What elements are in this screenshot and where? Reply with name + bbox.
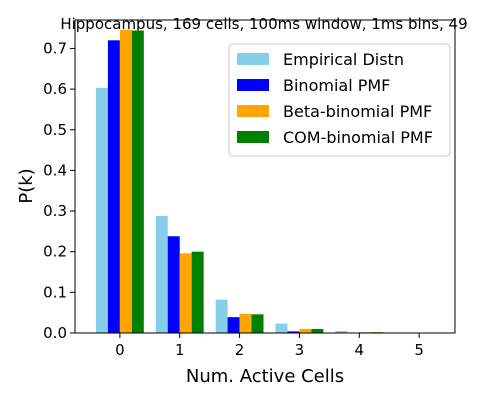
bar-empirical-distn-3 xyxy=(275,323,288,333)
legend-frame xyxy=(228,43,451,157)
y-tick-label: 0.1 xyxy=(43,283,67,301)
y-tick-label: 0.7 xyxy=(43,39,67,57)
x-tick-label: 4 xyxy=(354,341,364,359)
bar-binomial-pmf-3 xyxy=(287,331,300,333)
legend-label: Binomial PMF xyxy=(283,76,390,95)
bar-binomial-pmf-0 xyxy=(107,40,120,333)
y-tick-label: 0.6 xyxy=(43,80,67,98)
x-tick-label: 1 xyxy=(175,341,185,359)
bar-com-binomial-pmf-3 xyxy=(311,328,324,333)
bars-group xyxy=(95,29,444,334)
bar-binomial-pmf-1 xyxy=(167,236,180,333)
bar-com-binomial-pmf-1 xyxy=(191,251,204,333)
y-tick-label: 0.3 xyxy=(43,202,67,220)
y-tick-label: 0.0 xyxy=(43,324,67,342)
bar-empirical-distn-0 xyxy=(95,87,108,333)
legend-swatch xyxy=(237,79,269,91)
x-axis: 0 1 2 3 4 5 xyxy=(115,333,424,359)
legend-label: Beta-binomial PMF xyxy=(283,102,432,121)
bar-beta-binomial-pmf-0 xyxy=(119,29,132,333)
bar-empirical-distn-4 xyxy=(335,330,348,333)
bar-beta-binomial-pmf-1 xyxy=(179,253,192,333)
x-tick-label: 3 xyxy=(295,341,305,359)
bar-empirical-distn-2 xyxy=(215,299,228,333)
legend-items: Empirical Distn Binomial PMF Beta-binomial… xyxy=(237,50,433,147)
legend-label: Empirical Distn xyxy=(283,50,404,69)
x-tick-label: 2 xyxy=(235,341,245,359)
y-tick-label: 0.5 xyxy=(43,121,67,139)
bar-binomial-pmf-2 xyxy=(227,317,240,333)
y-tick-label: 0.4 xyxy=(43,161,67,179)
plot-frame xyxy=(74,19,456,334)
legend-swatch xyxy=(237,105,269,117)
legend-swatch xyxy=(237,131,269,143)
bar-com-binomial-pmf-2 xyxy=(251,314,264,333)
legend: Empirical Distn Binomial PMF Beta-binomial… xyxy=(228,43,451,157)
bar-empirical-distn-1 xyxy=(155,215,168,333)
x-tick-label: 0 xyxy=(115,341,125,359)
x-tick-label: 5 xyxy=(414,341,424,359)
x-axis-label: Num. Active Cells xyxy=(186,366,344,387)
bar-beta-binomial-pmf-3 xyxy=(299,328,312,333)
bar-beta-binomial-pmf-2 xyxy=(239,313,252,333)
y-tick-label: 0.2 xyxy=(43,243,67,261)
bar-com-binomial-pmf-0 xyxy=(131,30,144,334)
legend-swatch xyxy=(237,53,269,65)
y-axis: 0.0 0.1 0.2 0.3 0.4 0.5 0.6 0.7 xyxy=(43,39,75,342)
y-axis-label: P(k) xyxy=(16,168,37,203)
legend-label: COM-binomial PMF xyxy=(283,128,433,147)
